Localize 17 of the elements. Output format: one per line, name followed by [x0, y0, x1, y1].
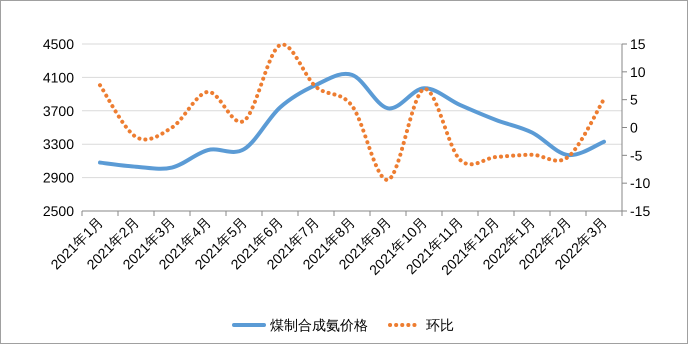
y2-tick-label: 15	[630, 36, 646, 52]
line-series	[98, 42, 606, 182]
y-tick-label: 4500	[42, 36, 74, 52]
legend-label: 煤制合成氨价格	[270, 317, 368, 333]
y-tick-label: 2900	[42, 170, 74, 186]
y-tick-label: 4100	[42, 69, 74, 86]
y2-tick-label: 10	[630, 64, 646, 80]
y-tick-label: 2500	[42, 203, 74, 219]
y2-tick-label: -10	[630, 175, 650, 192]
y2-tick-label: 0	[630, 120, 638, 136]
y-tick-label: 3700	[42, 102, 74, 119]
y-tick-label: 3300	[42, 136, 74, 152]
line-series	[98, 72, 606, 171]
y2-tick-label: -5	[630, 147, 643, 164]
y2-tick-label: 5	[630, 92, 638, 108]
y2-tick-label: -15	[630, 203, 650, 219]
legend-label: 环比	[426, 317, 454, 333]
